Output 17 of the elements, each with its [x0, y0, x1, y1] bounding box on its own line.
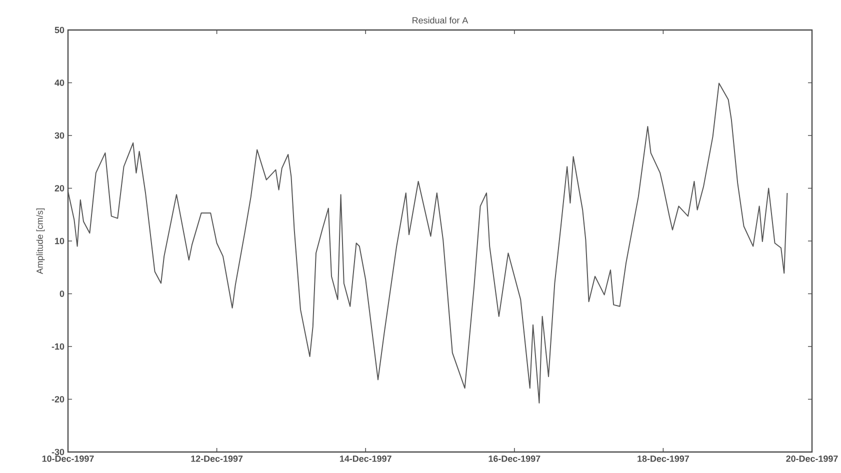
chart-title: Residual for A	[412, 16, 468, 24]
y-tick-label: 40	[54, 80, 64, 86]
y-tick-label: 50	[54, 26, 64, 34]
y-tick-label: 30	[54, 132, 64, 139]
x-tick-label: 10-Dec-1997	[42, 456, 94, 462]
x-tick-label: 18-Dec-1997	[638, 456, 689, 462]
x-tick-label: 14-Dec-1997	[340, 456, 392, 462]
y-tick-label: 20	[54, 185, 64, 192]
y-tick-label: -20	[52, 396, 64, 402]
y-tick-label: 10	[55, 238, 64, 244]
x-tick-label: 20-Dec-1997	[786, 456, 838, 462]
y-tick-label: -30	[52, 448, 64, 456]
x-tick-label: 12-Dec-1997	[191, 456, 243, 462]
y-tick-label: 0	[60, 290, 64, 297]
y-axis-title: Amplitude [cm/s]	[36, 208, 45, 274]
y-tick-label: -10	[52, 343, 64, 350]
x-tick-label: 16-Dec-1997	[488, 456, 540, 462]
